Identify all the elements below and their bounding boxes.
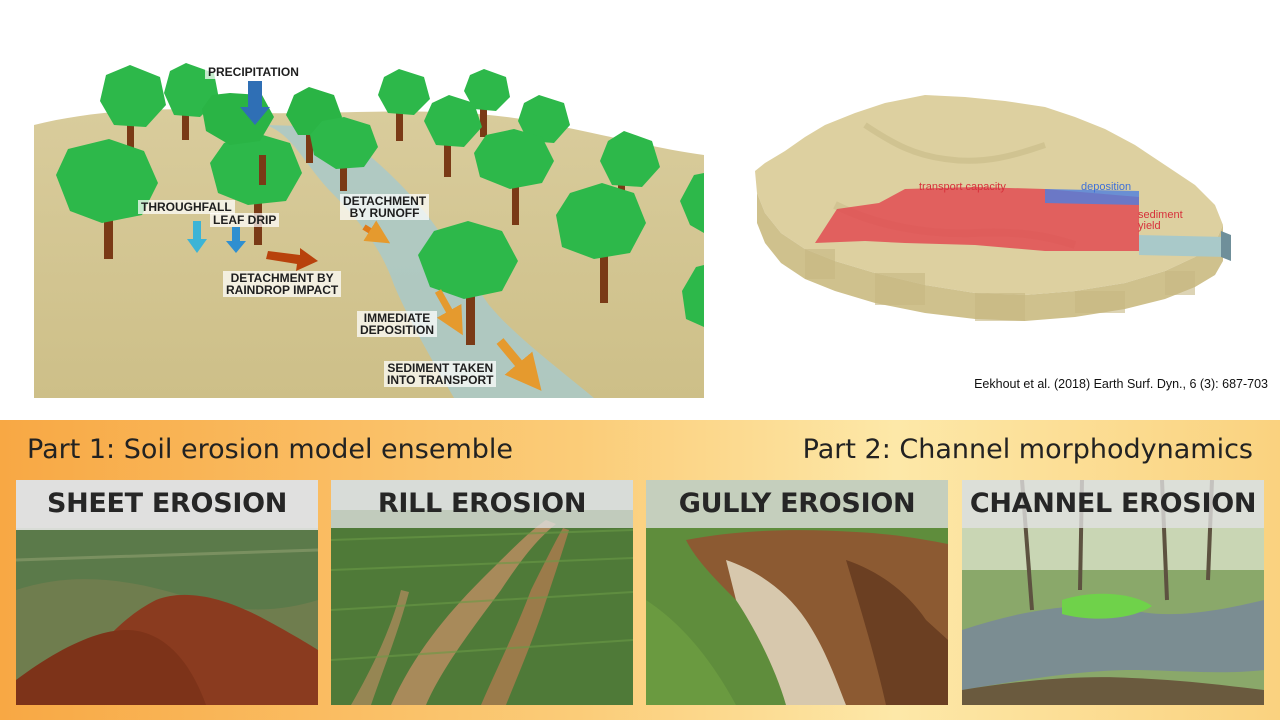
- label-precipitation: PRECIPITATION: [205, 65, 302, 79]
- label-line: BY RUNOFF: [349, 206, 420, 220]
- photo-sheet-erosion: SHEET EROSION: [16, 480, 318, 705]
- process-arrows: [187, 81, 542, 391]
- catchment-side: [757, 193, 1223, 321]
- photo-title: SHEET EROSION: [16, 480, 318, 528]
- label-immediate-deposition: IMMEDIATE DEPOSITION: [357, 311, 438, 337]
- part2-title: Part 2: Channel morphodynamics: [802, 434, 1253, 465]
- precipitation-arrow: [240, 81, 270, 125]
- label-line: INTO TRANSPORT: [387, 373, 494, 387]
- photo-gully-erosion: GULLY EROSION: [646, 480, 948, 705]
- transport-arrow: [496, 338, 542, 391]
- photo-title: GULLY EROSION: [646, 480, 948, 528]
- label-leaf-drip: LEAF DRIP: [210, 213, 280, 227]
- citation: Eekhout et al. (2018) Earth Surf. Dyn., …: [974, 377, 1268, 391]
- throughfall-arrow: [187, 221, 207, 253]
- label-line: DETACHMENT: [343, 194, 427, 208]
- label-line: RAINDROP IMPACT: [226, 283, 339, 297]
- label-line: DETACHMENT BY: [230, 271, 334, 285]
- erosion-process-diagram: PRECIPITATION THROUGHFALL LEAF DRIP DETA…: [34, 55, 704, 398]
- label-detachment-by-runoff: DETACHMENT BY RUNOFF: [340, 194, 430, 220]
- raindrop-impact-arrow: [266, 248, 318, 271]
- label-detachment-by-raindrop-impact: DETACHMENT BY RAINDROP IMPACT: [223, 271, 342, 297]
- deposition-band: [1045, 189, 1139, 205]
- photo-title: RILL EROSION: [331, 480, 633, 528]
- deposition-arrow: [434, 289, 463, 336]
- trees: [100, 63, 704, 327]
- label-line: yield: [1138, 220, 1161, 232]
- photo-channel-erosion: CHANNEL EROSION: [962, 480, 1264, 705]
- catchment-model-render: transport capacity deposition sediment y…: [745, 85, 1235, 325]
- label-sediment-yield: sediment yield: [1138, 210, 1183, 232]
- photo-title: CHANNEL EROSION: [962, 480, 1264, 528]
- label-line: DEPOSITION: [360, 323, 435, 337]
- leaf-drip-arrow: [226, 227, 246, 253]
- outlet-channel: [1139, 235, 1227, 257]
- part1-title: Part 1: Soil erosion model ensemble: [27, 434, 514, 465]
- label-line: sediment: [1138, 209, 1183, 221]
- catchment-block: [755, 95, 1231, 321]
- landscape-illustration: [34, 63, 704, 398]
- label-sediment-into-transport: SEDIMENT TAKEN INTO TRANSPORT: [384, 361, 497, 387]
- label-line: SEDIMENT TAKEN: [387, 361, 494, 375]
- label-deposition: deposition: [1081, 181, 1132, 193]
- label-throughfall: THROUGHFALL: [138, 200, 235, 214]
- label-line: IMMEDIATE: [363, 311, 431, 325]
- runoff-detachment-arrow: [362, 220, 391, 244]
- label-transport-capacity: transport capacity: [919, 181, 1006, 193]
- photo-rill-erosion: RILL EROSION: [331, 480, 633, 705]
